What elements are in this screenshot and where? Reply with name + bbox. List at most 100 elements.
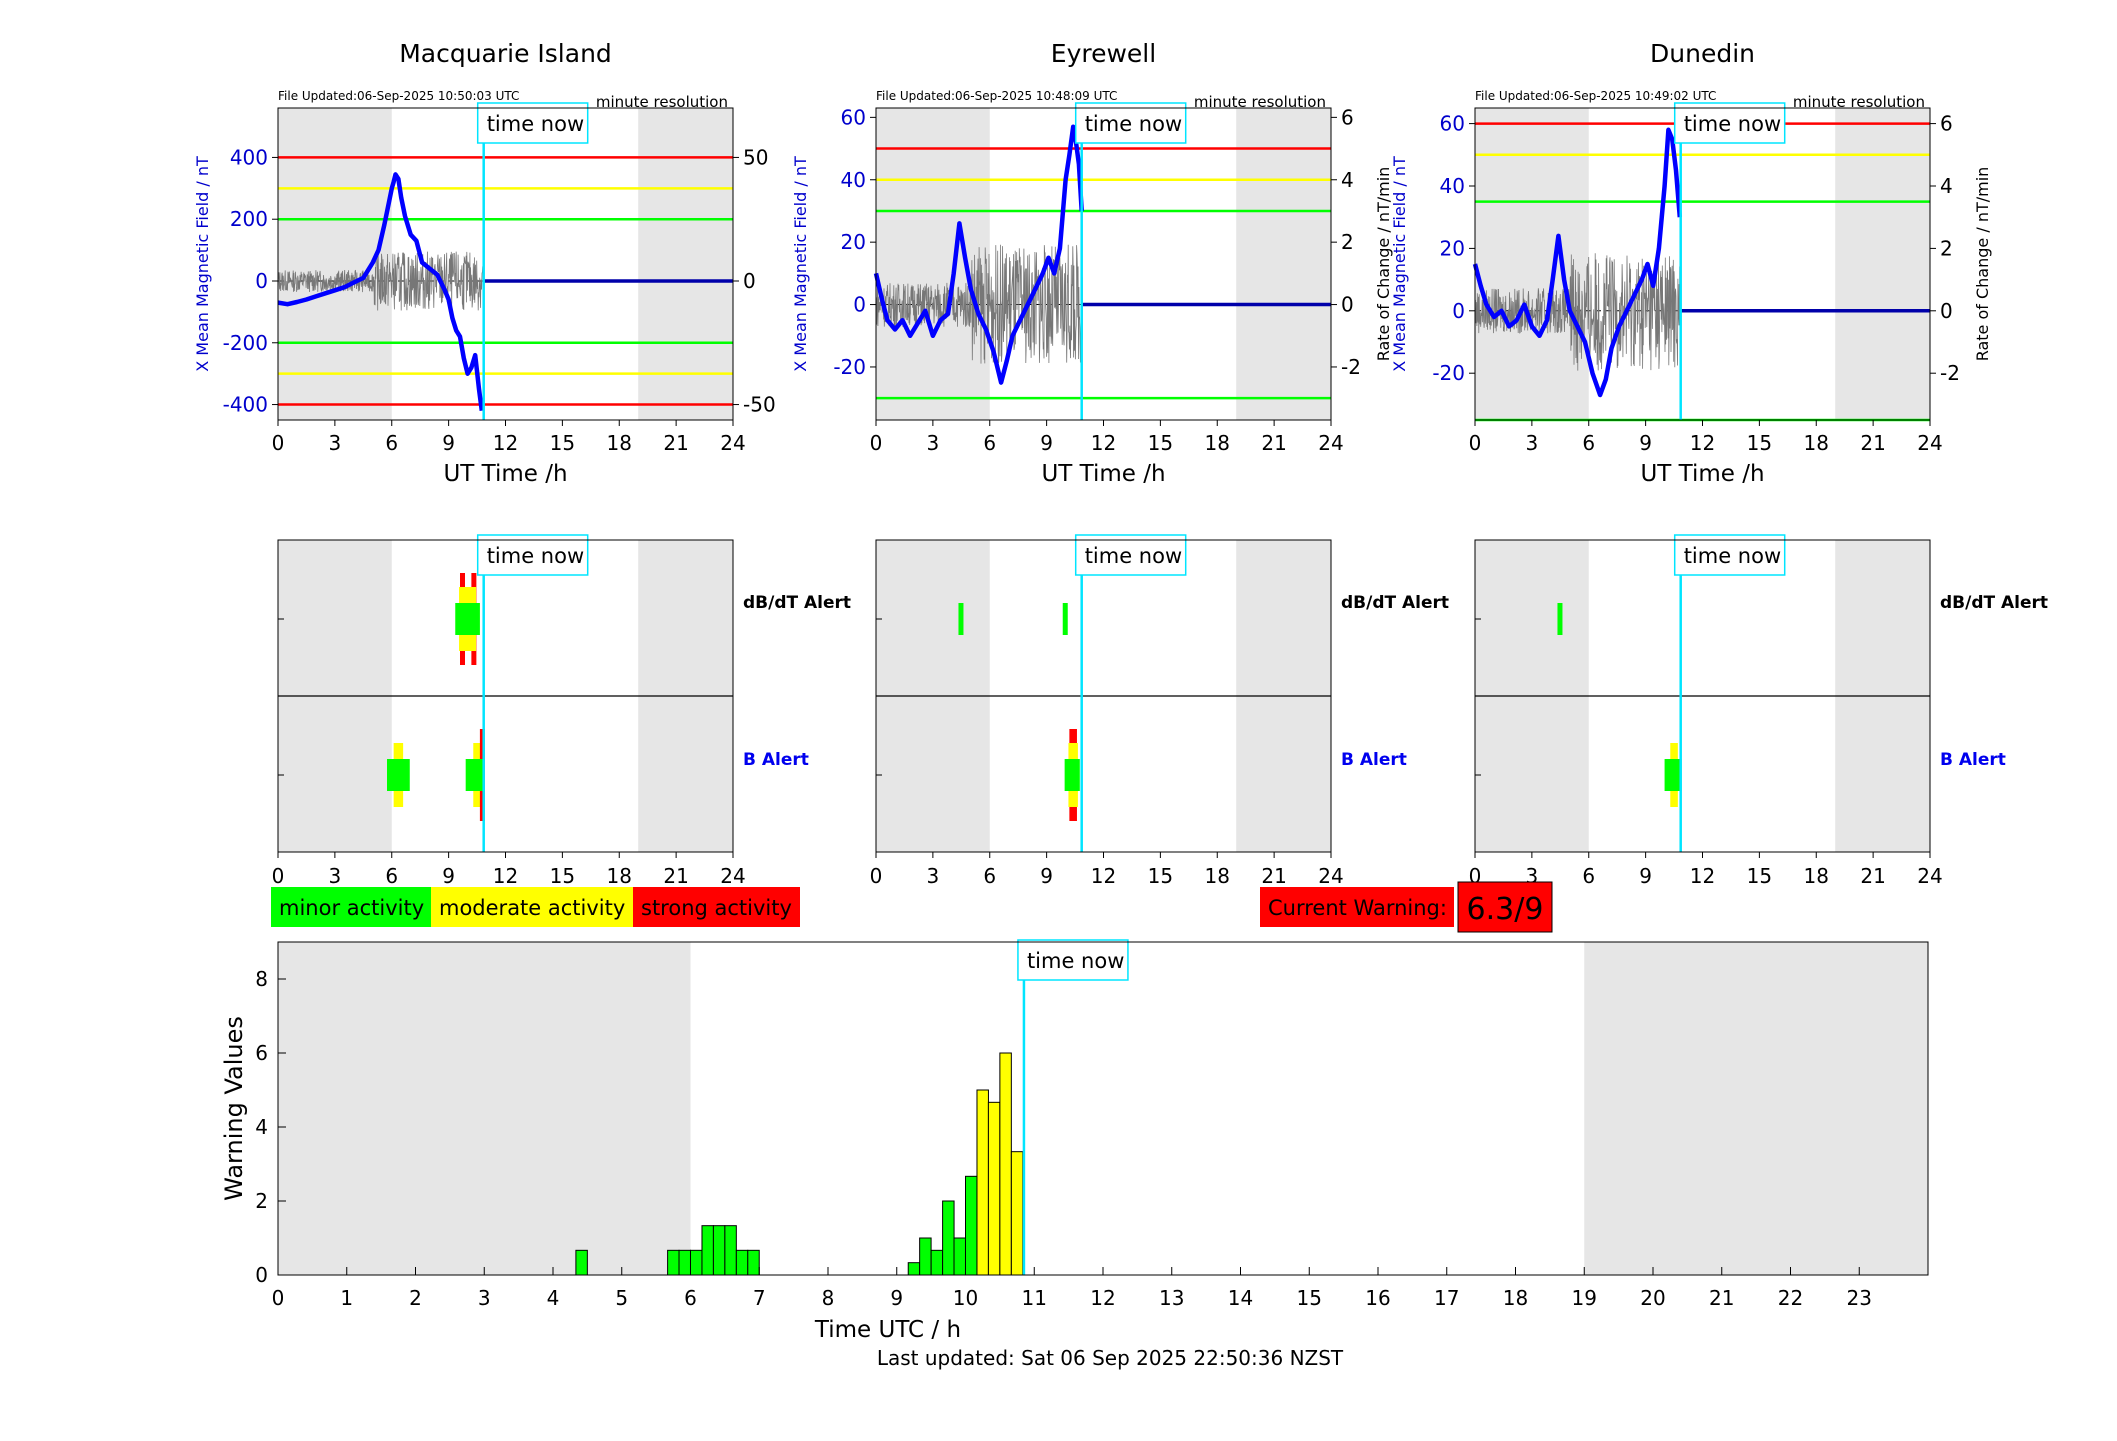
file-updated-text: File Updated:06-Sep-2025 10:48:09 UTC bbox=[876, 89, 1117, 103]
x-tick-label: 6 bbox=[385, 864, 398, 888]
y-tick-label: 4 bbox=[255, 1115, 268, 1139]
x-tick-label: 0 bbox=[272, 431, 285, 455]
x-tick-label: 7 bbox=[753, 1286, 766, 1310]
left-tick-label: 0 bbox=[255, 269, 268, 293]
warning-bar-9 bbox=[907, 1262, 921, 1276]
right-tick-label: 0 bbox=[1940, 299, 1953, 323]
x-tick-label: 18 bbox=[1804, 431, 1829, 455]
x-tick-label: 9 bbox=[442, 431, 455, 455]
legend-label-0: minor activity bbox=[279, 896, 424, 920]
time-now-label: time now bbox=[487, 112, 584, 136]
x-tick-label: 9 bbox=[1639, 864, 1652, 888]
resolution-text: minute resolution bbox=[1793, 93, 1925, 111]
rate-of-change-trace bbox=[277, 251, 484, 311]
right-axis-label: Rate of Change / nT/min bbox=[1374, 167, 1393, 362]
right-tick-label: 2 bbox=[1341, 230, 1354, 254]
warning-bar-1 bbox=[667, 1249, 680, 1276]
rate-of-change-trace bbox=[875, 244, 1083, 364]
left-tick-label: 40 bbox=[1440, 174, 1465, 198]
warning-bar-7 bbox=[735, 1249, 749, 1276]
x-tick-label: 15 bbox=[1747, 431, 1772, 455]
x-tick-label: 18 bbox=[1205, 431, 1230, 455]
left-tick-label: 200 bbox=[230, 207, 268, 231]
warning-bar-14 bbox=[965, 1175, 978, 1276]
x-tick-label: 16 bbox=[1365, 1286, 1390, 1310]
x-tick-label: 3 bbox=[1526, 431, 1539, 455]
station-title: Macquarie Island bbox=[399, 39, 612, 68]
x-tick-label: 24 bbox=[1318, 864, 1343, 888]
dbdt-alert-label: dB/dT Alert bbox=[1940, 593, 2048, 613]
left-tick-label: 60 bbox=[841, 105, 866, 129]
activity-legend: minor activity moderate activity strong ac… bbox=[271, 881, 1553, 933]
x-tick-label: 0 bbox=[1469, 431, 1482, 455]
x-tick-label: 12 bbox=[1090, 1286, 1115, 1310]
dbdt-alert-label: dB/dT Alert bbox=[1341, 593, 1449, 613]
left-tick-label: 0 bbox=[1452, 299, 1465, 323]
current-warning-box bbox=[1260, 887, 1454, 927]
warning-bar-11 bbox=[930, 1249, 944, 1276]
time-now-label: time now bbox=[1027, 949, 1124, 973]
x-tick-label: 9 bbox=[1040, 431, 1053, 455]
x-tick-label: 5 bbox=[615, 1286, 628, 1310]
x-tick-label: 20 bbox=[1640, 1286, 1665, 1310]
x-tick-label: 12 bbox=[1690, 431, 1715, 455]
x-tick-label: 0 bbox=[870, 864, 883, 888]
magnetic-field-trace bbox=[277, 172, 485, 411]
warning-bar-5 bbox=[712, 1225, 726, 1276]
current-warning-value: 6.3/9 bbox=[1467, 892, 1544, 927]
x-tick-label: 21 bbox=[663, 864, 688, 888]
time-now-box bbox=[1074, 102, 1187, 144]
magnetic-field-trace bbox=[873, 124, 1084, 385]
x-tick-label: 6 bbox=[983, 431, 996, 455]
warning-bar-10 bbox=[919, 1237, 932, 1276]
right-tick-label: 4 bbox=[1341, 168, 1354, 192]
alert-panels: time now dB/dT Alert B Alert 0 3 6 9 12 15 18 21 24… bbox=[272, 534, 2048, 888]
x-axis-label: UT Time /h bbox=[443, 461, 567, 487]
warning-bar-13 bbox=[953, 1237, 966, 1276]
resolution-text: minute resolution bbox=[596, 93, 728, 111]
warning-bar-3 bbox=[690, 1249, 703, 1276]
right-tick-label: 4 bbox=[1940, 174, 1953, 198]
x-tick-label: 3 bbox=[927, 864, 940, 888]
x-tick-label: 17 bbox=[1434, 1286, 1459, 1310]
x-tick-label: 14 bbox=[1228, 1286, 1253, 1310]
x-tick-label: 12 bbox=[1690, 864, 1715, 888]
x-tick-label: 21 bbox=[1709, 1286, 1734, 1310]
x-tick-label: 12 bbox=[493, 431, 518, 455]
night-shade bbox=[1236, 108, 1331, 420]
station-panel-0: Macquarie Island File Updated:06-Sep-2025… bbox=[193, 39, 776, 487]
x-tick-label: 24 bbox=[1917, 431, 1942, 455]
night-shade bbox=[278, 942, 691, 1275]
x-tick-label: 15 bbox=[1747, 864, 1772, 888]
y-axis-label: Warning Values bbox=[220, 1016, 248, 1201]
b-alert-label: B Alert bbox=[743, 750, 809, 770]
x-tick-label: 9 bbox=[890, 1286, 903, 1310]
x-tick-label: 18 bbox=[1503, 1286, 1528, 1310]
legend-swatch-0 bbox=[271, 887, 431, 927]
x-tick-label: 23 bbox=[1847, 1286, 1872, 1310]
y-tick-label: 2 bbox=[255, 1189, 268, 1213]
x-tick-label: 1 bbox=[340, 1286, 353, 1310]
x-tick-label: 11 bbox=[1022, 1286, 1047, 1310]
dbdt-alert-mark bbox=[1062, 603, 1068, 635]
warning-bar-2 bbox=[678, 1249, 691, 1276]
x-tick-label: 24 bbox=[720, 431, 745, 455]
b-alert-mark bbox=[465, 759, 483, 791]
x-tick-label: 0 bbox=[870, 431, 883, 455]
left-tick-label: 0 bbox=[853, 293, 866, 317]
x-tick-label: 19 bbox=[1572, 1286, 1597, 1310]
x-axis-label: Time UTC / h bbox=[814, 1317, 961, 1343]
right-tick-label: 2 bbox=[1940, 236, 1953, 260]
x-tick-label: 12 bbox=[1091, 431, 1116, 455]
file-updated-text: File Updated:06-Sep-2025 10:49:02 UTC bbox=[1475, 89, 1716, 103]
night-shade bbox=[638, 108, 733, 420]
x-tick-label: 15 bbox=[550, 431, 575, 455]
x-tick-label: 8 bbox=[822, 1286, 835, 1310]
left-tick-label: -20 bbox=[833, 355, 866, 379]
station-title: Dunedin bbox=[1650, 39, 1755, 68]
b-alert-label: B Alert bbox=[1940, 750, 2006, 770]
right-tick-label: 0 bbox=[743, 269, 756, 293]
left-tick-label: 20 bbox=[841, 230, 866, 254]
